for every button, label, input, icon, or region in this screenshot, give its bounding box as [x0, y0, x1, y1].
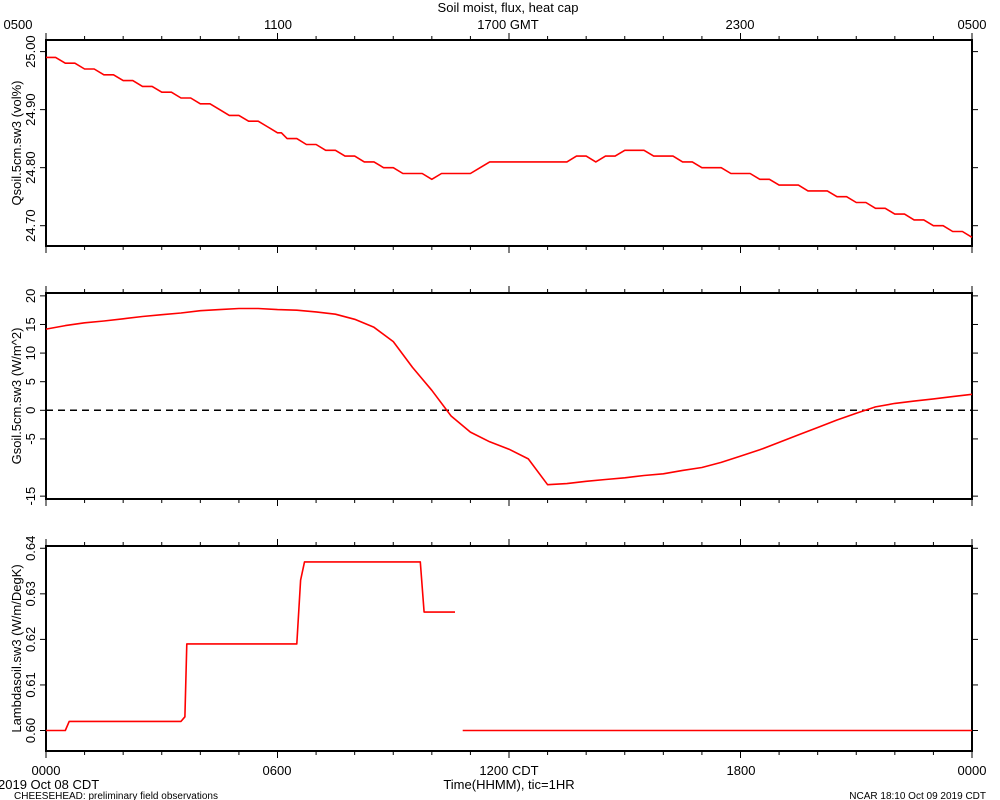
- bottom-tick-label: 0000: [958, 763, 987, 778]
- bottom-tick-label: 0000: [32, 763, 61, 778]
- soil-moisture-panel: 24.70 24.80 24.90 25.00 Qsoil.5cm.sw3 (vol%): [9, 33, 978, 253]
- y-tick-label: 0.61: [23, 672, 38, 697]
- top-tick-label: 2300: [726, 17, 755, 32]
- y-tick-label: 5: [23, 378, 38, 385]
- y-tick-label: 24.90: [23, 93, 38, 126]
- top-tick-label: 0500: [958, 17, 987, 32]
- series-line: [46, 56, 973, 238]
- top-time-axis-labels: 0500 1100 1700 GMT 2300 0500: [4, 17, 987, 32]
- chart-title: Soil moist, flux, heat cap: [438, 0, 579, 15]
- y-tick-label: 15: [23, 317, 38, 331]
- top-tick-label: 1100: [264, 17, 292, 32]
- y-tick-label: 0.63: [23, 581, 38, 606]
- top-tick-label: 1700 GMT: [477, 17, 538, 32]
- bottom-tick-label: 0600: [263, 763, 292, 778]
- plot-frame: [45, 292, 973, 500]
- y-tick-label: 0.60: [23, 718, 38, 743]
- y-axis-label: Lambdasoil.sw3 (W/m/DegK): [9, 564, 24, 732]
- y-tick-label: 0.64: [23, 536, 38, 561]
- y-axis-label: Gsoil.5cm.sw3 (W/m^2): [9, 328, 24, 465]
- y-tick-label: 20: [23, 289, 38, 303]
- x-axis-label: Time(HHMM), tic=1HR: [443, 777, 574, 792]
- y-tick-label: 10: [23, 346, 38, 360]
- y-axis-label: Qsoil.5cm.sw3 (vol%): [9, 81, 24, 206]
- y-tick-label: 24.70: [23, 209, 38, 242]
- y-tick-label: 25.00: [23, 35, 38, 68]
- series-line: [45, 307, 973, 486]
- y-tick-label: 0: [23, 407, 38, 414]
- series-line: [46, 561, 455, 732]
- bottom-tick-label: 1200 CDT: [479, 763, 538, 778]
- soil-heat-flux-panel: -15 -5 0 5 10 15 20 Gsoil.5cm.sw3 (W/m^2): [9, 286, 978, 506]
- thermal-conductivity-panel: 0.60 0.61 0.62 0.63 0.64 Lambdasoil.sw3 (W/m/…: [9, 536, 978, 758]
- y-tick-label: -5: [23, 433, 38, 445]
- bottom-time-axis-labels: 0000 0600 1200 CDT 1800 0000: [32, 763, 987, 778]
- plot-frame: [45, 39, 973, 247]
- plot-frame: [45, 545, 973, 752]
- start-date-label: 2019 Oct 08 CDT: [0, 777, 99, 792]
- top-tick-label: 0500: [4, 17, 33, 32]
- y-tick-label: -15: [23, 487, 38, 506]
- footer-left: CHEESEHEAD: preliminary field observatio…: [14, 791, 218, 800]
- bottom-tick-label: 1800: [727, 763, 756, 778]
- footer-right: NCAR 18:10 Oct 09 2019 CDT: [849, 791, 986, 800]
- y-tick-label: 0.62: [23, 627, 38, 652]
- y-tick-label: 24.80: [23, 151, 38, 184]
